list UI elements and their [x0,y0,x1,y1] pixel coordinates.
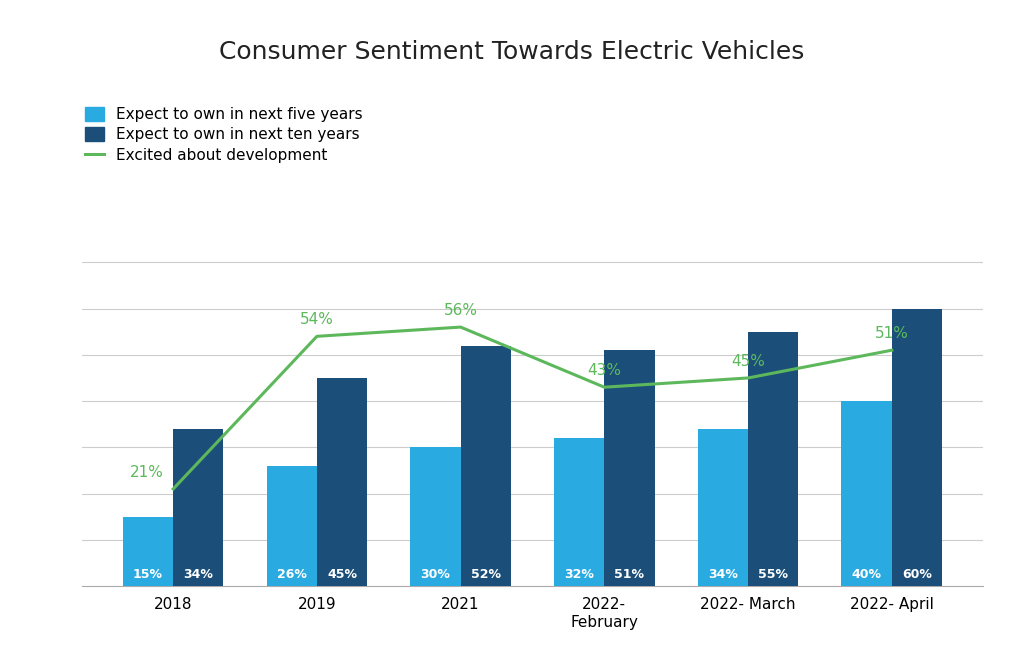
Text: 55%: 55% [758,567,788,581]
Text: 43%: 43% [588,363,622,378]
Text: 26%: 26% [276,567,306,581]
Bar [173,429,223,586]
Bar [604,350,654,586]
Text: 40%: 40% [852,567,882,581]
Bar [749,332,799,586]
Legend: Expect to own in next five years, Expect to own in next ten years, Excited about: Expect to own in next five years, Expect… [79,101,369,169]
Text: 51%: 51% [614,567,644,581]
Bar [842,401,892,586]
Text: 30%: 30% [421,567,451,581]
Text: 52%: 52% [471,567,501,581]
Bar [316,378,368,586]
Text: 60%: 60% [902,567,932,581]
Text: 34%: 34% [183,567,213,581]
Text: Consumer Sentiment Towards Electric Vehicles: Consumer Sentiment Towards Electric Vehi… [219,40,805,64]
Text: 56%: 56% [443,303,477,318]
Text: 34%: 34% [708,567,738,581]
Bar [266,466,316,586]
Bar [461,346,511,586]
Bar [697,429,749,586]
Text: 54%: 54% [300,312,334,327]
Bar [554,438,604,586]
Text: 32%: 32% [564,567,594,581]
Bar [123,517,173,586]
Text: 15%: 15% [133,567,163,581]
Text: 21%: 21% [130,465,164,480]
Bar [411,448,461,586]
Text: 45%: 45% [731,354,765,369]
Bar [892,308,942,586]
Text: 45%: 45% [327,567,357,581]
Text: 51%: 51% [874,326,908,341]
